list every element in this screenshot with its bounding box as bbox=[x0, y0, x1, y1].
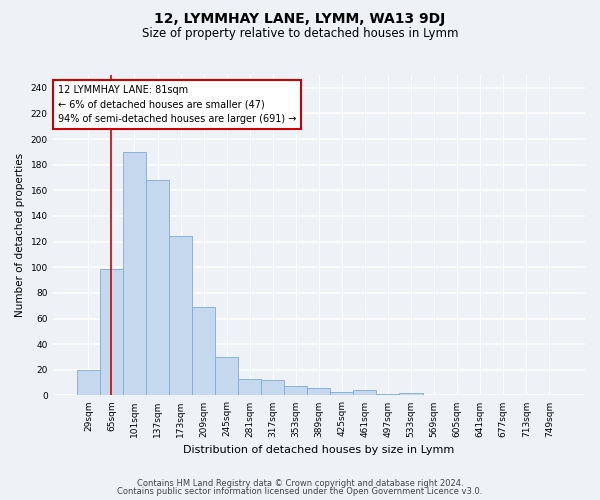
Y-axis label: Number of detached properties: Number of detached properties bbox=[15, 153, 25, 318]
Bar bbox=[307, 388, 331, 396]
Bar bbox=[123, 152, 146, 396]
Text: Size of property relative to detached houses in Lymm: Size of property relative to detached ho… bbox=[142, 28, 458, 40]
Text: 12 LYMMHAY LANE: 81sqm
← 6% of detached houses are smaller (47)
94% of semi-deta: 12 LYMMHAY LANE: 81sqm ← 6% of detached … bbox=[58, 84, 296, 124]
Bar bbox=[169, 236, 192, 396]
Bar bbox=[146, 180, 169, 396]
Bar bbox=[331, 392, 353, 396]
Text: Contains public sector information licensed under the Open Government Licence v3: Contains public sector information licen… bbox=[118, 487, 482, 496]
Bar bbox=[100, 268, 123, 396]
Bar bbox=[192, 307, 215, 396]
Bar bbox=[353, 390, 376, 396]
Bar bbox=[284, 386, 307, 396]
Text: Contains HM Land Registry data © Crown copyright and database right 2024.: Contains HM Land Registry data © Crown c… bbox=[137, 478, 463, 488]
Bar bbox=[261, 380, 284, 396]
X-axis label: Distribution of detached houses by size in Lymm: Distribution of detached houses by size … bbox=[183, 445, 454, 455]
Bar bbox=[238, 379, 261, 396]
Bar bbox=[215, 357, 238, 396]
Text: 12, LYMMHAY LANE, LYMM, WA13 9DJ: 12, LYMMHAY LANE, LYMM, WA13 9DJ bbox=[154, 12, 446, 26]
Bar bbox=[376, 394, 400, 396]
Bar bbox=[400, 393, 422, 396]
Bar bbox=[77, 370, 100, 396]
